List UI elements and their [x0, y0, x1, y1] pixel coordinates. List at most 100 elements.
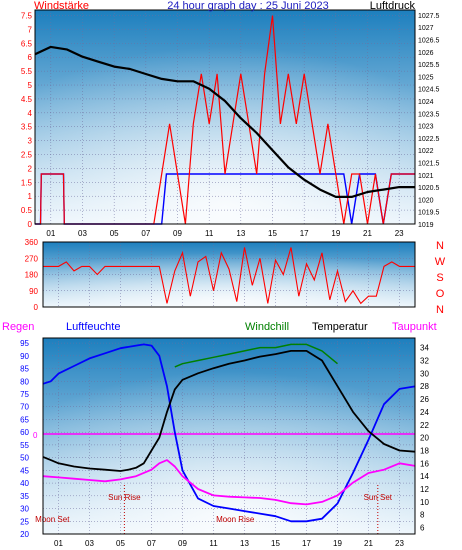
wind-axis-tick-label: 6.5	[21, 39, 33, 48]
direction-axis-tick-label: 0	[34, 303, 39, 312]
wind-axis-tick-label: 7.5	[21, 12, 33, 21]
pressure-axis-tick-label: 1024.5	[418, 87, 440, 94]
hour-tick-label: 19	[331, 229, 340, 238]
direction-axis-tick-label: 90	[29, 287, 38, 296]
wind-axis-title: Windstärke	[34, 0, 89, 12]
pressure-axis-tick-label: 1021	[418, 173, 434, 180]
wind-axis-tick-label: 3.5	[21, 123, 33, 132]
hour-tick-label: 19	[333, 539, 342, 548]
temperature-axis-tick-label: 24	[420, 408, 429, 417]
wind-axis-tick-label: 4.5	[21, 95, 33, 104]
temperature-series-line	[42, 349, 416, 472]
temperature-axis-tick-label: 14	[420, 472, 429, 481]
legend-windchill: Windchill	[245, 321, 289, 333]
pressure-axis-tick-label: 1019.5	[418, 210, 440, 217]
humidity-axis-tick-label: 90	[20, 352, 29, 361]
humidity-axis-tick-label: 65	[20, 415, 29, 424]
windchill-series-line	[174, 343, 338, 368]
hour-tick-label: 21	[363, 229, 372, 238]
wind-axis-tick-label: 2	[28, 164, 33, 173]
direction-axis-tick-label: 360	[25, 238, 39, 247]
compass-direction-label: S	[436, 272, 443, 284]
humidity-axis-tick-label: 75	[20, 390, 29, 399]
hour-tick-label: 17	[300, 229, 309, 238]
dewpoint-series-line	[42, 459, 416, 506]
hour-tick-label: 05	[116, 539, 125, 548]
pressure-axis-tick-label: 1023	[418, 124, 434, 131]
wind-axis-tick-label: 7	[28, 25, 33, 34]
hour-tick-label: 23	[395, 229, 404, 238]
temperature-axis-tick-label: 32	[420, 356, 429, 365]
humidity-axis-tick-label: 70	[20, 403, 29, 412]
pressure-axis-title: Luftdruck	[370, 0, 416, 12]
humidity-axis-tick-label: 20	[20, 530, 29, 539]
hour-tick-label: 01	[54, 539, 63, 548]
hour-tick-label: 23	[395, 539, 404, 548]
pressure-axis-tick-label: 1027.5	[418, 13, 440, 20]
wind-axis-tick-label: 0.5	[21, 206, 33, 215]
compass-direction-label: N	[436, 304, 444, 316]
hour-tick-label: 09	[178, 539, 187, 548]
wind-axis-tick-label: 0	[28, 220, 33, 229]
hour-tick-label: 13	[240, 539, 249, 548]
chart-title: 24 hour graph day : 25 Juni 2023	[167, 0, 328, 12]
humidity-axis-tick-label: 45	[20, 466, 29, 475]
sun-event-label: Sun Rise	[108, 493, 141, 502]
hour-tick-label: 07	[147, 539, 156, 548]
direction-axis-tick-label: 270	[25, 254, 39, 263]
moon-event-label: Moon Rise	[216, 515, 255, 524]
temperature-axis-tick-label: 12	[420, 485, 429, 494]
hour-tick-label: 07	[141, 229, 150, 238]
wind-series-line	[35, 15, 415, 225]
temperature-axis-tick-label: 8	[420, 511, 425, 520]
legend-temperature: Temperatur	[312, 321, 368, 333]
hour-tick-label: 15	[271, 539, 280, 548]
sun-event-label: Sun Set	[364, 493, 393, 502]
wind-axis-tick-label: 5	[28, 81, 33, 90]
humidity-axis-tick-label: 80	[20, 377, 29, 386]
pressure-axis-tick-label: 1025.5	[418, 62, 440, 69]
humidity-axis-tick-label: 30	[20, 505, 29, 514]
compass-direction-label: N	[436, 240, 444, 252]
wind-axis-tick-label: 1.5	[21, 178, 33, 187]
direction-axis-tick-label: 180	[25, 271, 39, 280]
humidity-axis-tick-label: 35	[20, 492, 29, 501]
compass-direction-label: O	[436, 288, 445, 300]
humidity-axis-tick-label: 25	[20, 517, 29, 526]
wind-axis-tick-label: 4	[28, 109, 33, 118]
pressure-axis-tick-label: 1021.5	[418, 161, 440, 168]
wind-axis-tick-label: 3	[28, 137, 33, 146]
humidity-axis-tick-label: 60	[20, 428, 29, 437]
pressure-axis-tick-label: 1023.5	[418, 111, 440, 118]
pressure-axis-tick-label: 1027	[418, 25, 434, 32]
temperature-axis-tick-label: 20	[420, 434, 429, 443]
wind-pressure-panel: 0 0.5 1 1.5 2 2.5 3 3.5 4 4.5 5 5.5 6 6.5 7 7.5 1019 101…	[21, 0, 440, 238]
hour-tick-label: 01	[46, 229, 55, 238]
wind-direction-series-line	[43, 247, 415, 305]
hour-tick-label: 09	[173, 229, 182, 238]
humidity-axis-tick-label: 40	[20, 479, 29, 488]
legend-rain: Regen	[2, 321, 34, 333]
moon-event-label: Moon Set	[35, 515, 70, 524]
temperature-axis-tick-label: 28	[420, 382, 429, 391]
humidity-axis-tick-label: 55	[20, 441, 29, 450]
temperature-axis-tick-label: 10	[420, 498, 429, 507]
humidity-axis-tick-label: 85	[20, 365, 29, 374]
temperature-axis-tick-label: 6	[420, 524, 425, 533]
temperature-axis-tick-label: 30	[420, 369, 429, 378]
pressure-axis-tick-label: 1026.5	[418, 38, 440, 45]
hour-tick-label: 11	[209, 539, 218, 548]
wind-axis-tick-label: 6	[28, 53, 33, 62]
hour-tick-label: 13	[236, 229, 245, 238]
pressure-axis-tick-label: 1022.5	[418, 136, 440, 143]
pressure-axis-tick-label: 1026	[418, 50, 434, 57]
pressure-axis-tick-label: 1022	[418, 148, 434, 155]
hour-tick-label: 11	[205, 229, 214, 238]
pressure-axis-tick-label: 1020.5	[418, 185, 440, 192]
humidity-series-line	[42, 343, 416, 523]
rain-zero-label: 0	[33, 431, 38, 440]
temperature-axis-tick-label: 26	[420, 395, 429, 404]
wind-axis-tick-label: 2.5	[21, 151, 33, 160]
